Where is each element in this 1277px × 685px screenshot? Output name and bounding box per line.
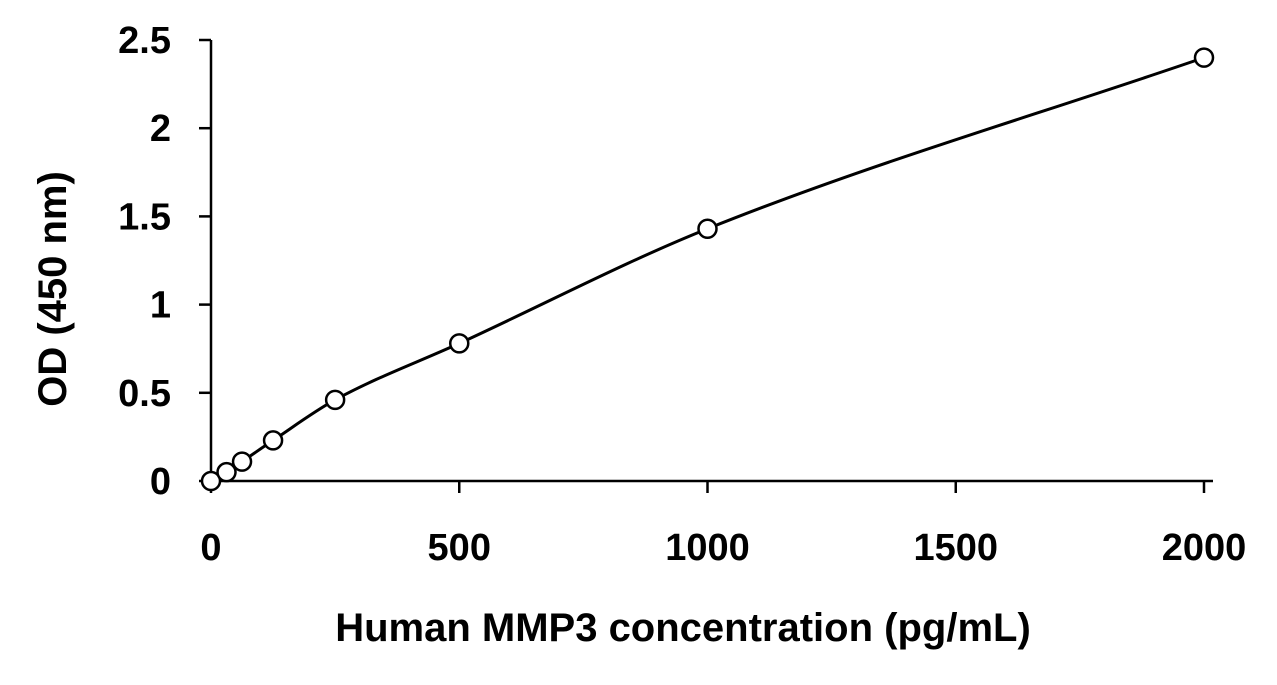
data-point xyxy=(324,389,346,411)
y-tick-label: 0.5 xyxy=(118,373,171,415)
data-point xyxy=(200,470,222,492)
x-axis-title: Human MMP3 concentration (pg/mL) xyxy=(335,606,1031,650)
y-axis-title: OD (450 nm) xyxy=(31,171,75,407)
x-tick-label: 1000 xyxy=(665,527,750,569)
data-points xyxy=(200,47,1215,492)
fit-curve xyxy=(210,56,1205,483)
x-tick-label: 500 xyxy=(428,527,491,569)
y-tick-label: 0 xyxy=(150,461,171,503)
data-point xyxy=(262,430,284,451)
x-tick-label: 0 xyxy=(200,527,221,569)
data-point xyxy=(1193,47,1215,68)
data-point xyxy=(216,461,237,483)
data-point xyxy=(231,451,253,472)
y-tick-label: 2.5 xyxy=(118,20,171,62)
y-tick-label: 1.5 xyxy=(118,196,171,238)
x-tick-label: 2000 xyxy=(1162,527,1247,569)
y-tick-label: 1 xyxy=(150,285,171,327)
x-tick-label: 1500 xyxy=(913,527,998,569)
x-tick-group: 0 500 1000 1500 2000 xyxy=(200,481,1246,569)
data-point xyxy=(697,218,718,239)
y-tick-group: 0 0.5 1 1.5 2 2.5 xyxy=(118,20,211,503)
y-tick-label: 2 xyxy=(150,108,171,150)
data-point xyxy=(449,333,470,354)
